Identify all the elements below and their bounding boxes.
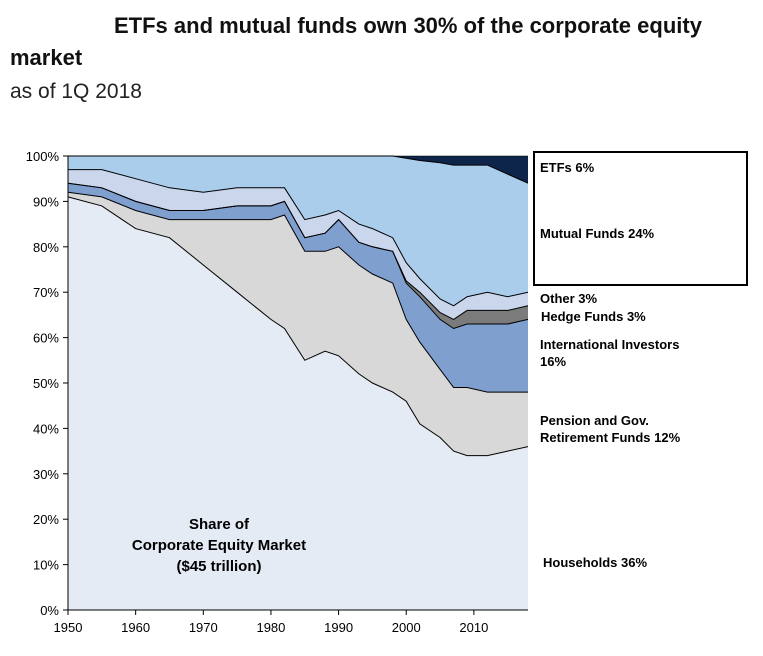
x-tick-label: 1980	[256, 620, 285, 635]
series-label-households: Households 36%	[543, 555, 647, 570]
series-label-pension: Retirement Funds 12%	[540, 430, 681, 445]
x-tick-label: 2010	[459, 620, 488, 635]
series-label-international: 16%	[540, 354, 566, 369]
area-layers	[67, 155, 529, 610]
chart-title-line1: ETFs and mutual funds own 30% of the cor…	[114, 13, 702, 38]
y-tick-label: 30%	[33, 467, 59, 482]
series-label-pension: Pension and Gov.	[540, 413, 649, 428]
y-tick-label: 90%	[33, 194, 59, 209]
area-hedge	[68, 183, 528, 329]
chart-subtitle: as of 1Q 2018	[10, 80, 142, 103]
x-tick-label: 1950	[54, 620, 83, 635]
annotation-line: Share of	[189, 516, 250, 533]
area-households	[68, 196, 528, 610]
x-tick-label: 1970	[189, 620, 218, 635]
x-tick-label: 1990	[324, 620, 353, 635]
series-label-etf: ETFs 6%	[540, 160, 595, 175]
series-label-hedge: Hedge Funds 3%	[541, 309, 646, 324]
chart-axes: 0% 10% 20% 30% 40% 50% 60% 70% 80% 90% 100% 1950 196…	[26, 149, 528, 635]
y-tick-label: 80%	[33, 240, 59, 255]
y-tick-label: 10%	[33, 558, 59, 573]
chart-annotation: Share of Corporate Equity Market ($45 tril…	[132, 516, 306, 575]
y-tick-label: 100%	[26, 149, 60, 164]
y-tick-label: 60%	[33, 331, 59, 346]
y-tick-label: 0%	[40, 603, 59, 618]
boundary-line-hedge	[67, 182, 529, 320]
area-pension	[68, 192, 528, 456]
area-international	[68, 183, 528, 393]
area-other	[68, 169, 528, 320]
highlight-box	[533, 151, 748, 286]
series-label-other: Other 3%	[540, 291, 598, 306]
area-etf	[68, 156, 528, 184]
x-tick-label: 2000	[392, 620, 421, 635]
annotation-line: ($45 trillion)	[176, 558, 261, 575]
boundary-line-households	[67, 196, 529, 457]
series-label-international: International Investors	[540, 337, 679, 352]
area-mutual	[68, 156, 528, 306]
y-tick-label: 70%	[33, 285, 59, 300]
y-tick-label: 50%	[33, 376, 59, 391]
boundary-line-pension	[67, 191, 528, 393]
x-tick-label: 1960	[121, 620, 150, 635]
boundary-line-other	[68, 169, 529, 307]
series-label-mutual: Mutual Funds 24%	[540, 226, 655, 241]
series-labels: ETFs 6% Mutual Funds 24% Other 3% Hedge Fun…	[540, 160, 681, 570]
annotation-line: Corporate Equity Market	[132, 537, 306, 554]
y-tick-label: 20%	[33, 512, 59, 527]
y-tick-label: 40%	[33, 421, 59, 436]
chart-title: ETFs and mutual funds own 30% of the cor…	[10, 10, 750, 74]
chart-title-line2: market	[10, 45, 83, 70]
